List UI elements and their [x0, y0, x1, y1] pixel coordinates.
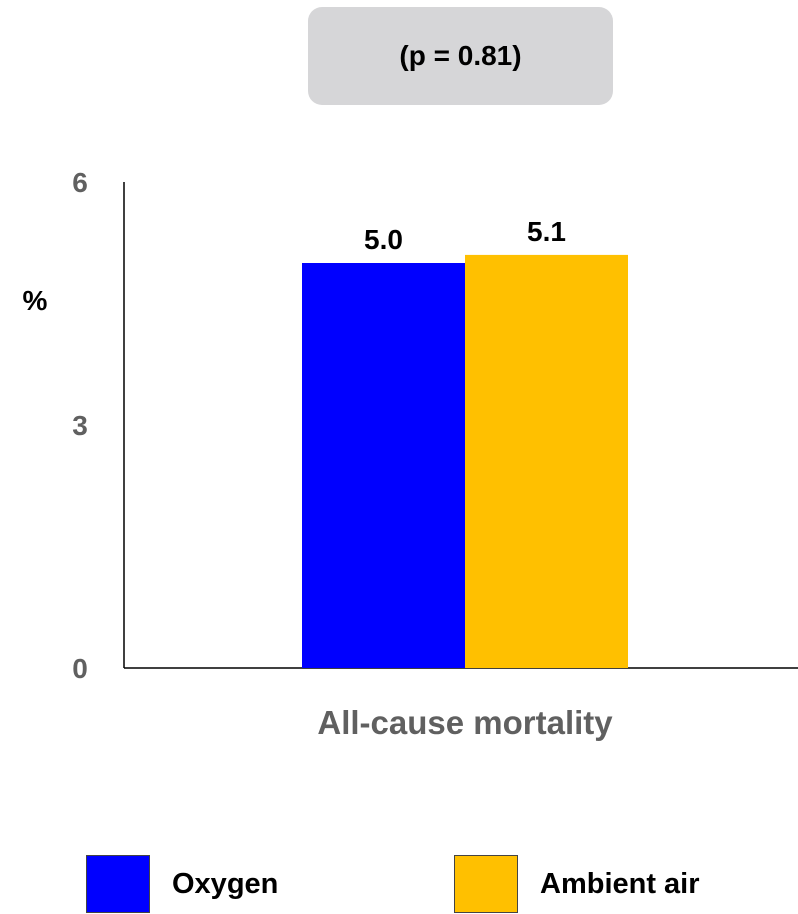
- bar-oxygen: [302, 263, 465, 668]
- legend-label-oxygen: Oxygen: [172, 867, 279, 900]
- legend-swatch-ambient-air: [454, 855, 518, 913]
- p-value-box: (p = 0.81): [308, 7, 613, 105]
- y-tick-label-1: 3: [72, 410, 88, 441]
- bar-ambient-air: [465, 254, 628, 668]
- y-tick-label-2: 6: [72, 167, 88, 198]
- y-axis-label: %: [23, 285, 48, 316]
- x-category-label: All-cause mortality: [317, 704, 613, 741]
- data-label-oxygen: 5.0: [364, 224, 403, 255]
- y-tick-label-0: 0: [72, 653, 88, 684]
- legend-item-ambient-air: Ambient air: [454, 854, 700, 914]
- legend-label-ambient-air: Ambient air: [540, 867, 700, 900]
- p-value-label: (p = 0.81): [399, 40, 522, 71]
- legend-item-oxygen: Oxygen: [86, 854, 278, 914]
- legend-swatch-oxygen: [86, 855, 150, 913]
- data-label-ambient-air: 5.1: [527, 216, 566, 247]
